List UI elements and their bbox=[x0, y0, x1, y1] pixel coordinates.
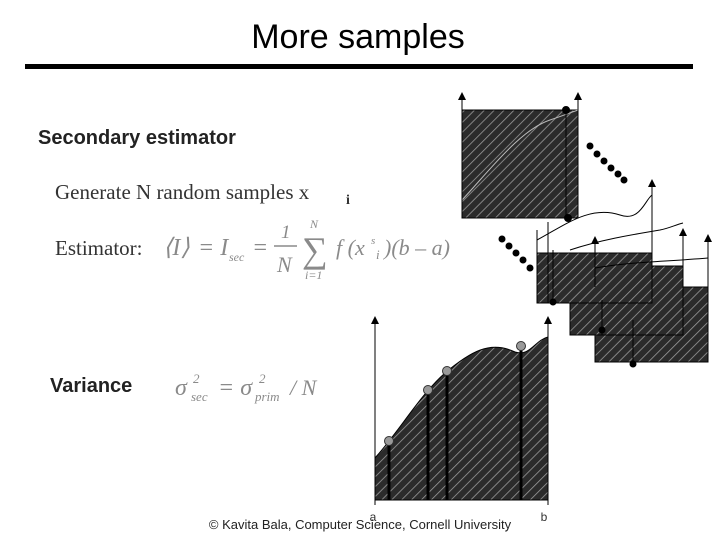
curve bbox=[536, 194, 653, 241]
dot bbox=[598, 326, 606, 334]
formula-part: prim bbox=[254, 389, 280, 404]
formula-part: = I bbox=[198, 235, 229, 261]
dot bbox=[629, 360, 637, 368]
formula-part: = σ bbox=[218, 375, 253, 401]
estimator-formula: ⟨I⟩ = I sec = 1 N ∑ N i=1 f (x s i )(b –… bbox=[163, 217, 450, 282]
formula-part: ⟨I⟩ bbox=[163, 235, 190, 261]
curve bbox=[461, 109, 579, 201]
curve bbox=[569, 222, 684, 251]
estimator-label: Estimator: bbox=[55, 236, 143, 260]
curve bbox=[594, 257, 709, 269]
generate-text: Generate N random samples x bbox=[55, 180, 310, 204]
heading: Secondary estimator bbox=[38, 127, 236, 149]
formula-part: = bbox=[252, 235, 268, 261]
formula-part: 1 bbox=[281, 222, 291, 243]
formula-part: sec bbox=[229, 250, 245, 264]
subscript: i bbox=[346, 193, 350, 208]
formula-part: / N bbox=[288, 375, 318, 400]
formula-part: i bbox=[376, 247, 380, 262]
formula-part: sec bbox=[191, 389, 208, 404]
figure bbox=[371, 92, 712, 505]
slide-title: More samples bbox=[251, 18, 465, 56]
formula-part: i=1 bbox=[305, 268, 322, 282]
formula-part: f (x bbox=[336, 235, 365, 260]
formula-part: s bbox=[371, 235, 375, 247]
axis-label: a bbox=[370, 510, 377, 524]
formula-part: N bbox=[276, 252, 293, 277]
formula-part: )(b – a) bbox=[382, 235, 450, 260]
axis-label: b bbox=[541, 510, 548, 524]
sample-dots bbox=[384, 341, 526, 446]
area bbox=[374, 336, 549, 501]
variance-label: Variance bbox=[50, 375, 132, 397]
formula-part: 2 bbox=[193, 371, 200, 386]
formula-part: σ bbox=[175, 375, 188, 401]
dot bbox=[549, 298, 557, 306]
footer: © Kavita Bala, Computer Science, Cornell… bbox=[209, 517, 512, 532]
title-rule bbox=[25, 64, 693, 69]
formula-part: ∑ bbox=[302, 230, 328, 270]
dot bbox=[562, 106, 570, 114]
formula-part: N bbox=[309, 217, 319, 231]
dots-diagonal bbox=[498, 142, 628, 272]
dot bbox=[564, 214, 572, 222]
formula-part: 2 bbox=[259, 371, 266, 386]
variance-formula: σ 2 sec = σ 2 prim / N bbox=[175, 371, 318, 404]
panel bbox=[461, 109, 579, 219]
